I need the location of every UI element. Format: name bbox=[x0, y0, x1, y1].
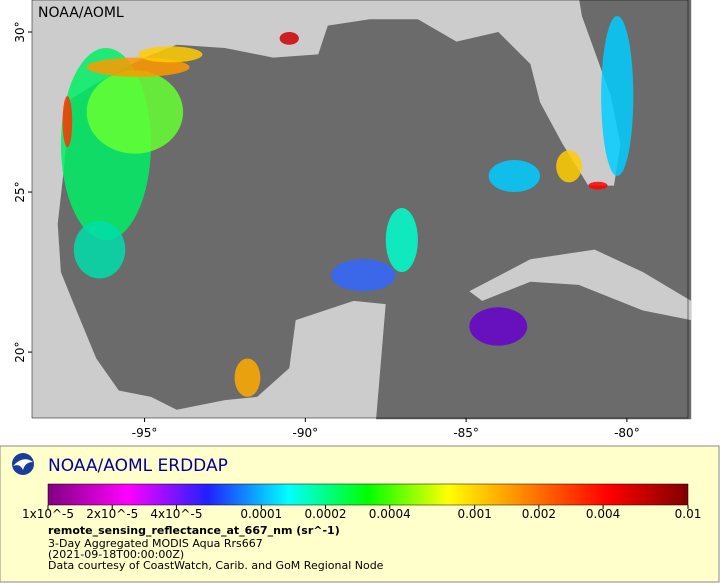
x-tick-label: -80° bbox=[614, 426, 640, 440]
info-line: 3-Day Aggregated MODIS Aqua Rrs667 bbox=[48, 537, 263, 550]
legend-panel bbox=[0, 445, 720, 583]
data-patch bbox=[138, 46, 203, 63]
y-tick-label: 25° bbox=[13, 181, 27, 202]
ocean bbox=[57, 0, 692, 420]
data-patch bbox=[62, 96, 73, 148]
noaa-logo bbox=[12, 453, 34, 475]
x-tick-label: -90° bbox=[293, 426, 319, 440]
colorbar bbox=[47, 483, 689, 506]
land bbox=[469, 249, 692, 321]
x-tick-label: -85° bbox=[453, 426, 479, 440]
colorbar-tick-label: 0.004 bbox=[586, 507, 620, 521]
data-patch bbox=[234, 358, 261, 397]
info-line: Data courtesy of CoastWatch, Carib. and … bbox=[48, 559, 384, 572]
variable-name: remote_sensing_reflectance_at_667_nm (sr… bbox=[48, 524, 340, 537]
info-line: (2021-09-18T00:00:00Z) bbox=[48, 548, 184, 561]
watermark: NOAA/AOML bbox=[38, 5, 124, 21]
colorbar-tick-label: 0.0004 bbox=[369, 507, 411, 521]
y-tick-label: 30° bbox=[13, 21, 27, 42]
data-patch bbox=[86, 70, 184, 154]
data-patch bbox=[279, 32, 299, 45]
colorbar-tick-label: 0.002 bbox=[522, 507, 556, 521]
data-patch bbox=[601, 16, 634, 177]
data-patch bbox=[385, 208, 418, 273]
data-patch bbox=[331, 259, 396, 292]
data-patch bbox=[86, 57, 190, 77]
y-tick-label: 20° bbox=[13, 341, 27, 362]
data-patch bbox=[556, 150, 582, 183]
data-patch bbox=[469, 307, 528, 346]
map: NOAA/AOML -95° -90° -85° -80° 20° 25° 30° bbox=[13, 0, 692, 440]
data-patch bbox=[488, 160, 541, 193]
colorbar-tick-label: 0.01 bbox=[675, 507, 702, 521]
map-frame bbox=[31, 0, 689, 419]
x-tick-label: -95° bbox=[132, 426, 158, 440]
data-patch bbox=[588, 181, 608, 190]
colorbar-tick-label: 1x10^-5 bbox=[22, 507, 74, 521]
colorbar-tick-label: 2x10^-5 bbox=[86, 507, 138, 521]
colorbar-tick-label: 0.001 bbox=[457, 507, 491, 521]
legend-title: NOAA/AOML ERDDAP bbox=[48, 456, 228, 476]
colorbar-tick-label: 4x10^-5 bbox=[150, 507, 202, 521]
colorbar-tick-label: 0.0001 bbox=[240, 507, 282, 521]
data-patch bbox=[73, 220, 126, 279]
colorbar-tick-label: 0.0002 bbox=[305, 507, 347, 521]
